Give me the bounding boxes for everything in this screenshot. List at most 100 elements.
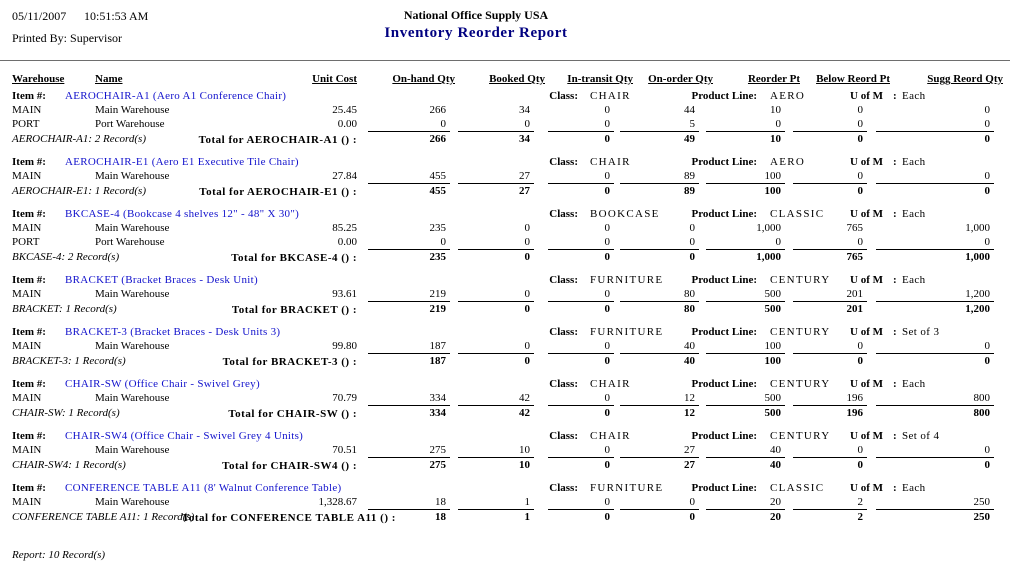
class-label: Class:	[549, 90, 578, 102]
total-label: Total for CHAIR-SW () :	[228, 408, 357, 420]
uofm-colon: :	[893, 326, 897, 338]
total-in-transit: 0	[604, 185, 611, 197]
item-title-link[interactable]: BRACKET (Bracket Braces - Desk Unit)	[65, 274, 258, 286]
class-label: Class:	[549, 482, 578, 494]
class-value: CHAIR	[590, 430, 631, 442]
class-label: Class:	[549, 326, 578, 338]
total-rule-segment	[368, 405, 450, 406]
on-hand-value: 334	[429, 392, 447, 404]
item-block: Item #: CONFERENCE TABLE A11 (8' Walnut C…	[0, 482, 1010, 540]
warehouse-name: Main Warehouse	[95, 444, 170, 456]
total-sugg-reord: 1,000	[965, 251, 990, 263]
uofm-label: U of M	[850, 274, 883, 286]
printed-by: Printed By: Supervisor	[12, 31, 122, 46]
total-rule-segment	[620, 249, 699, 250]
item-number-label: Item #:	[12, 430, 46, 442]
in-transit-value: 0	[604, 340, 611, 352]
total-rule-segment	[793, 405, 867, 406]
below-reord-value: 0	[857, 340, 864, 352]
uofm-colon: :	[893, 90, 897, 102]
booked-value: 10	[519, 444, 530, 456]
total-booked: 0	[524, 303, 531, 315]
warehouse-code: MAIN	[12, 444, 42, 456]
sugg-reord-value: 0	[984, 340, 991, 352]
total-on-order: 89	[684, 185, 695, 197]
warehouse-code: MAIN	[12, 392, 42, 404]
total-rule-segment	[876, 509, 994, 510]
total-rule-segment	[706, 509, 785, 510]
total-below-reord: 765	[846, 251, 864, 263]
item-title-link[interactable]: CHAIR-SW (Office Chair - Swivel Grey)	[65, 378, 260, 390]
item-block: Item #: AEROCHAIR-E1 (Aero E1 Executive T…	[0, 156, 1010, 199]
item-header-row: Item #: BRACKET (Bracket Braces - Desk Un…	[0, 274, 1010, 288]
total-label: Total for CONFERENCE TABLE A11 () :	[182, 512, 396, 524]
item-title-link[interactable]: AEROCHAIR-A1 (Aero A1 Conference Chair)	[65, 90, 287, 102]
sugg-reord-value: 800	[973, 392, 991, 404]
item-title-link[interactable]: AEROCHAIR-E1 (Aero E1 Executive Tile Cha…	[65, 156, 299, 168]
item-title-link[interactable]: BRACKET-3 (Bracket Braces - Desk Units 3…	[65, 326, 281, 338]
item-number-label: Item #:	[12, 378, 46, 390]
record-count-note: BRACKET-3: 1 Record(s)	[12, 355, 126, 367]
col-header-warehouse: Warehouse	[12, 73, 65, 85]
warehouse-name: Main Warehouse	[95, 340, 170, 352]
uofm-label: U of M	[850, 326, 883, 338]
total-row: BRACKET-3: 1 Record(s) Total for BRACKET-…	[0, 353, 1010, 369]
product-line-value: AERO	[770, 90, 806, 102]
item-title-link[interactable]: BKCASE-4 (Bookcase 4 shelves 12" - 48" X…	[65, 208, 300, 220]
uofm-colon: :	[893, 482, 897, 494]
product-line-value: CLASSIC	[770, 208, 825, 220]
total-rule-segment	[620, 131, 699, 132]
below-reord-value: 196	[846, 392, 864, 404]
item-title-link[interactable]: CONFERENCE TABLE A11 (8' Walnut Conferen…	[65, 482, 342, 494]
sugg-reord-value: 1,200	[965, 288, 990, 300]
on-order-value: 5	[689, 118, 696, 130]
total-rule-segment	[458, 457, 534, 458]
total-rule-segment	[620, 301, 699, 302]
total-on-order: 40	[684, 355, 695, 367]
class-label: Class:	[549, 274, 578, 286]
total-booked: 10	[519, 459, 530, 471]
total-on-hand: 235	[429, 251, 447, 263]
product-line-value: AERO	[770, 156, 806, 168]
item-header-row: Item #: AEROCHAIR-E1 (Aero E1 Executive T…	[0, 156, 1010, 170]
total-row: BRACKET: 1 Record(s) Total for BRACKET ()…	[0, 301, 1010, 317]
item-number-label: Item #:	[12, 482, 46, 494]
class-value: FURNITURE	[590, 274, 664, 286]
total-rule-segment	[458, 131, 534, 132]
total-label: Total for AEROCHAIR-A1 () :	[198, 134, 357, 146]
total-row: AEROCHAIR-E1: 1 Record(s) Total for AEROC…	[0, 183, 1010, 199]
class-label: Class:	[549, 430, 578, 442]
total-on-hand: 18	[435, 511, 446, 523]
total-on-order: 80	[684, 303, 695, 315]
total-rule-segment	[706, 183, 785, 184]
on-order-value: 12	[684, 392, 695, 404]
item-block: Item #: CHAIR-SW (Office Chair - Swivel G…	[0, 378, 1010, 421]
below-reord-value: 765	[846, 222, 864, 234]
product-line-value: CENTURY	[770, 326, 831, 338]
company-name: National Office Supply USA	[403, 8, 549, 22]
warehouse-code: MAIN	[12, 104, 42, 116]
product-line-value: CENTURY	[770, 430, 831, 442]
total-on-order: 0	[689, 511, 696, 523]
on-order-value: 27	[684, 444, 695, 456]
on-hand-value: 18	[435, 496, 446, 508]
total-rule-segment	[620, 457, 699, 458]
warehouse-row: MAIN Main Warehouse 70.79 334 42 0 12 500 196 800	[0, 392, 1010, 406]
item-title-link[interactable]: CHAIR-SW4 (Office Chair - Swivel Grey 4 …	[65, 430, 304, 442]
total-in-transit: 0	[604, 511, 611, 523]
total-rule-segment	[548, 509, 614, 510]
total-in-transit: 0	[604, 459, 611, 471]
on-order-value: 44	[684, 104, 695, 116]
on-hand-value: 275	[429, 444, 447, 456]
printed-by-value: Supervisor	[70, 31, 123, 45]
on-order-value: 0	[689, 222, 696, 234]
below-reord-value: 2	[857, 496, 864, 508]
total-rule-segment	[706, 249, 785, 250]
product-line-label: Product Line:	[691, 482, 758, 494]
product-line-label: Product Line:	[691, 378, 758, 390]
total-rule-segment	[548, 353, 614, 354]
total-on-hand: 266	[429, 133, 447, 145]
on-order-value: 0	[689, 236, 696, 248]
total-booked: 42	[519, 407, 530, 419]
warehouse-row: PORT Port Warehouse 0.00 0 0 0 5 0 0 0	[0, 118, 1010, 132]
